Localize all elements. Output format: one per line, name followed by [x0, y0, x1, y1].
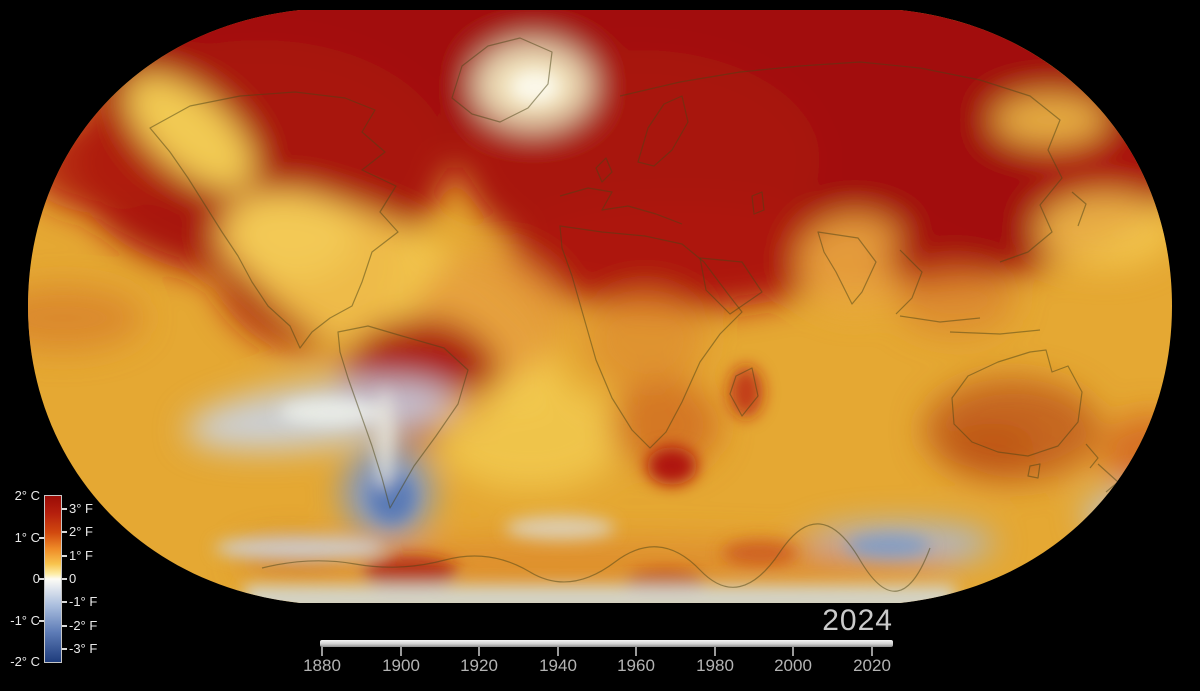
legend-fahrenheit-label: 1° F — [69, 548, 93, 563]
legend-celsius-label: -2° C — [10, 654, 40, 669]
timeline-tick — [400, 647, 402, 656]
timeline-tick — [792, 647, 794, 656]
legend-tick — [39, 578, 44, 580]
legend-fahrenheit-label: -1° F — [69, 594, 98, 609]
legend-tick — [62, 601, 67, 603]
timeline-tick — [871, 647, 873, 656]
timeline-year-label: 1900 — [382, 656, 420, 675]
land-outlines — [149, 37, 1119, 592]
legend-tick — [62, 648, 67, 650]
legend-tick — [62, 531, 67, 533]
timeline-year-label: 1980 — [696, 656, 734, 675]
legend-tick — [62, 555, 67, 557]
timeline-tick — [557, 647, 559, 656]
legend-fahrenheit-label: 2° F — [69, 524, 93, 539]
timeline-tick — [478, 647, 480, 656]
legend-fahrenheit-label: 0 — [69, 571, 77, 586]
timeline-year-label: 1960 — [617, 656, 655, 675]
temperature-field — [28, 10, 1172, 603]
timeline: 2024 1880 1900 1920 1940 1960 1980 2000 … — [0, 600, 1200, 691]
legend-celsius-label: 1° C — [14, 530, 40, 545]
timeline-year-label: 1920 — [460, 656, 498, 675]
timeline-bar[interactable] — [320, 640, 893, 647]
timeline-year-label: 1880 — [303, 656, 341, 675]
timeline-tick — [714, 647, 716, 656]
legend-fahrenheit-label: -3° F — [69, 641, 98, 656]
temperature-scale-legend: 2° C 1° C 0 -1° C -2° C 3° F 2° F 1° F 0… — [0, 480, 120, 680]
legend-tick — [39, 537, 44, 539]
current-year-readout: 2024 — [822, 604, 893, 637]
timeline-year-label: 2000 — [774, 656, 812, 675]
legend-tick — [62, 625, 67, 627]
timeline-year-label: 1940 — [539, 656, 577, 675]
legend-fahrenheit-label: -2° F — [69, 618, 98, 633]
legend-celsius-label: 2° C — [14, 488, 40, 503]
color-scale-bar — [44, 495, 62, 663]
legend-tick — [39, 620, 44, 622]
legend-fahrenheit-label: 3° F — [69, 501, 93, 516]
timeline-tick — [321, 647, 323, 656]
timeline-year-label: 2020 — [853, 656, 891, 675]
timeline-tick — [635, 647, 637, 656]
legend-tick — [62, 508, 67, 510]
legend-tick — [62, 578, 67, 580]
legend-celsius-label: -1° C — [10, 613, 40, 628]
legend-celsius-label: 0 — [32, 571, 40, 586]
